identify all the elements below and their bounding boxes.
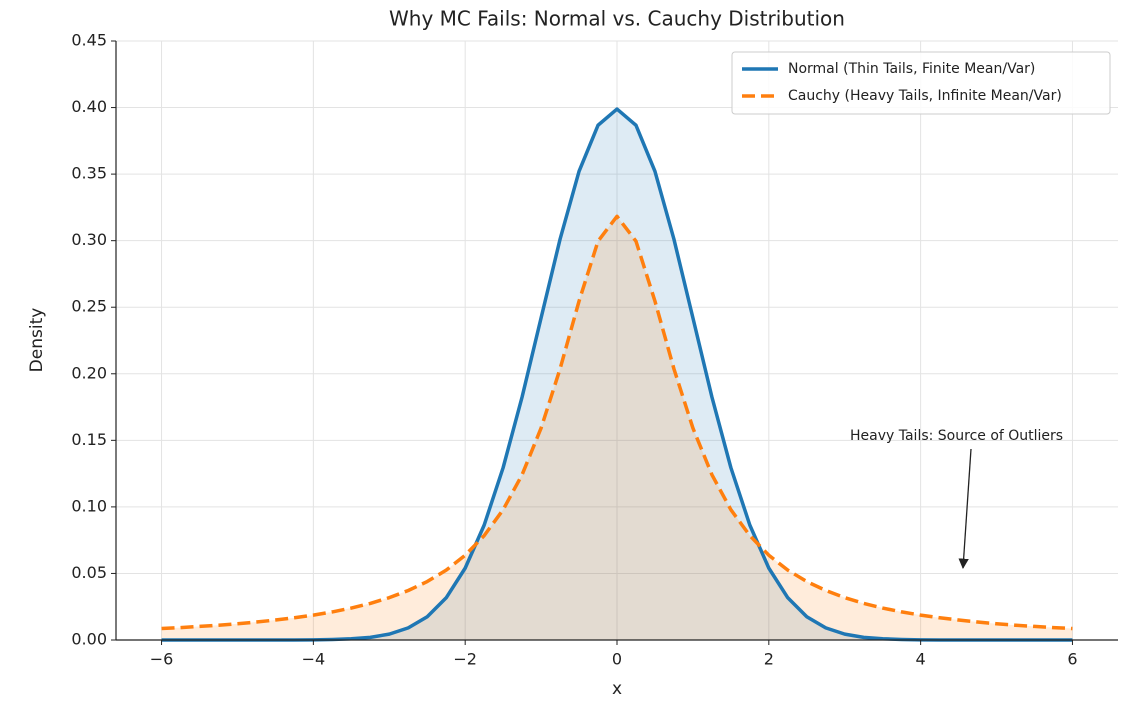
y-tick-label: 0.45 (71, 31, 107, 50)
legend: Normal (Thin Tails, Finite Mean/Var) Cauc… (731, 51, 1111, 115)
y-tick-label: 0.40 (71, 97, 107, 116)
x-tick-label: 6 (1067, 650, 1077, 669)
y-tick-label: 0.35 (71, 164, 107, 183)
grid (116, 40, 1118, 641)
area-fill (161, 109, 1073, 640)
annotation: Heavy Tails: Source of Outliers (850, 428, 1063, 444)
x-tick-label: 2 (764, 650, 774, 669)
y-tick-label: 0.20 (71, 363, 107, 382)
area-fill (161, 216, 1073, 640)
x-axis-label: x (612, 679, 622, 699)
y-tick-label: 0.05 (71, 563, 107, 582)
annotation-arrow (958, 448, 972, 570)
x-tick-label: −6 (150, 650, 174, 669)
y-tick-label: 0.15 (71, 430, 107, 449)
x-tick-label: 4 (916, 650, 926, 669)
y-axis-label: Density (27, 308, 47, 373)
y-tick-label: 0.10 (71, 496, 107, 515)
x-tick-label: 0 (612, 650, 622, 669)
legend-label: Cauchy (Heavy Tails, Infinite Mean/Var) (788, 88, 1062, 104)
y-tick-label: 0.00 (71, 630, 107, 649)
chart-title: Why MC Fails: Normal vs. Cauchy Distribu… (389, 7, 845, 31)
legend-label: Normal (Thin Tails, Finite Mean/Var) (788, 61, 1035, 77)
y-tick-label: 0.25 (71, 297, 107, 316)
x-tick-label: −4 (302, 650, 326, 669)
legend-box (731, 51, 1111, 115)
plot-area (161, 107, 1073, 642)
x-tick-label: −2 (453, 650, 477, 669)
y-tick-label: 0.30 (71, 230, 107, 249)
line (161, 214, 1073, 631)
